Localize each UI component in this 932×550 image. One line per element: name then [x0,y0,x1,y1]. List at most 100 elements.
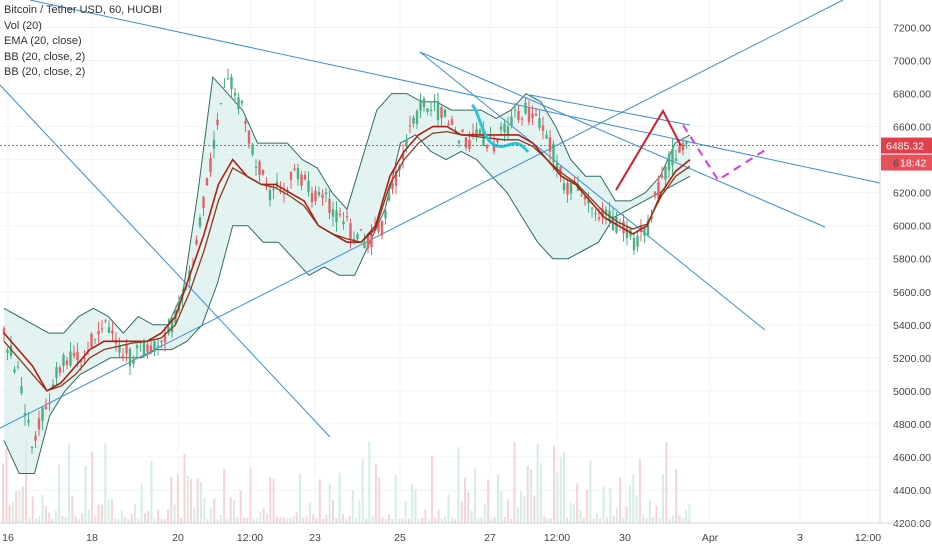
volume-bar [592,518,595,523]
candle-body [478,129,482,134]
volume-bar [612,516,615,523]
candle-body [601,208,604,218]
candle-body [580,194,583,196]
volume-bar [193,508,196,523]
trend-line [0,0,844,429]
legend-ema[interactable]: EMA (20, close) [4,35,82,47]
candle-body [58,367,62,373]
volume-bar [460,501,463,523]
candle-body [622,221,625,234]
candle-body [349,223,352,240]
volume-bar [5,448,8,523]
volume-bar [658,518,661,523]
moving-averages [3,125,691,392]
volume-bar [160,518,163,523]
candle-body [156,345,160,347]
legend-title[interactable]: Bitcoin / Tether USD, 60, HUOBI [4,4,163,16]
candle-body [664,166,667,180]
time-tick-label: 25 [394,532,406,544]
volume-bar [58,464,61,523]
candle-body [401,153,405,159]
legend-bb-2[interactable]: BB (20, close, 2) [4,66,86,78]
candle-body [527,107,531,123]
candle-body [216,119,219,126]
candle-body [23,412,27,417]
volume-bar [520,491,523,523]
volume-bar [431,455,433,523]
candle-body [660,175,664,178]
candle-body [653,191,657,197]
drawings[interactable] [0,103,880,191]
volume-bar [589,460,592,523]
price-axis[interactable]: 7200.007000.006800.006600.006400.006200.… [879,0,932,530]
volume-bar [134,503,136,523]
candle-body [212,139,216,149]
candle-body [419,99,422,111]
time-tick-label: 12:00 [544,532,570,544]
candle-body [559,166,562,175]
volume-bar [671,515,674,523]
volume-bar [31,496,34,523]
volume-bar [440,518,443,523]
volume-bar [596,512,598,523]
candle-body [90,333,93,348]
trend-line [29,0,881,184]
volume-bar [622,517,625,523]
volume-bar [101,504,103,523]
time-tick-label: 16 [2,532,14,544]
volume-bar [572,504,575,523]
volume-bar [605,517,608,523]
candle-body [195,239,198,245]
volume-bar [35,518,37,523]
candle-body [555,163,559,171]
time-tick-label: 23 [309,532,321,544]
trend-lines[interactable] [0,0,881,438]
candle-body [13,369,16,373]
volume-bar [167,509,169,523]
volume-bar [427,518,430,523]
candle-body [303,174,307,180]
volume-bar [487,479,490,523]
volume-bar [635,495,638,523]
price-tick-label: 6600.00 [893,122,931,134]
volume-bar [609,487,612,523]
candle-body [594,212,597,214]
volume-bar [473,468,476,523]
candle-body [468,139,471,149]
candle-body [492,145,496,152]
candle-body [429,109,433,112]
volume-bar [543,516,546,523]
volume-bar [467,492,470,523]
candle-body [517,111,520,120]
candle-body [387,192,391,201]
volume-bar [51,518,54,523]
candle-body [335,210,338,223]
sma-line [3,130,691,392]
candle-body [685,141,688,144]
volume-bar [401,518,404,523]
volume-bar [48,512,51,523]
legend-vol[interactable]: Vol (20) [4,19,42,32]
volume-bar [444,516,447,523]
time-axis[interactable]: 16 18 20 12:00 23 25 27 12:00 30 Apr 3 12:00 [0,522,932,544]
candle-body [268,189,272,201]
legend-bb-1[interactable]: BB (20, close, 2) [4,50,86,63]
candle-body [324,192,328,195]
volume-bar [289,518,292,523]
candle-body [76,351,79,361]
time-tick-label: Apr [702,532,719,544]
volume-bar [539,463,542,523]
volume-bar [368,441,371,523]
candle-body [223,86,226,88]
volume-bar [295,512,298,523]
candle-body [583,196,587,200]
price-tick-label: 6200.00 [893,188,931,200]
trend-line [0,84,331,438]
price-tick-label: 4800.00 [893,419,931,431]
candle-body [513,109,517,111]
volume-bar [388,514,391,523]
candle-body [671,148,674,166]
candle-body [391,183,394,190]
volume-bar [533,495,536,523]
